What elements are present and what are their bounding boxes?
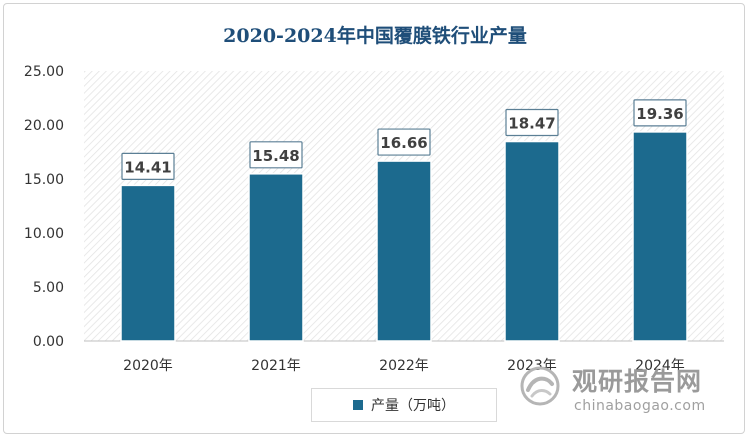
y-tick-label: 15.00 bbox=[24, 172, 64, 188]
y-tick-label: 5.00 bbox=[33, 280, 64, 296]
chart-title: 2020-2024年中国覆膜铁行业产量 bbox=[223, 25, 527, 47]
watermark-url: chinabaogao.com bbox=[574, 398, 706, 414]
data-label-box bbox=[377, 128, 431, 156]
y-tick-label: 20.00 bbox=[24, 118, 64, 134]
legend: 产量（万吨） bbox=[311, 388, 497, 422]
data-label-box bbox=[633, 99, 687, 127]
bar bbox=[632, 131, 688, 342]
y-tick-label: 25.00 bbox=[24, 64, 64, 80]
watermark-name: 观研报告网 bbox=[572, 367, 703, 396]
data-label-box bbox=[121, 152, 175, 180]
y-tick-label: 10.00 bbox=[24, 226, 64, 242]
data-label: 15.48 bbox=[252, 147, 299, 165]
data-label-box bbox=[505, 108, 559, 137]
bar bbox=[504, 140, 560, 342]
x-tick-label: 2022年 bbox=[379, 358, 429, 374]
bar bbox=[376, 160, 432, 342]
y-tick-label: 0.00 bbox=[33, 334, 64, 350]
bar bbox=[120, 184, 176, 342]
data-label: 19.36 bbox=[636, 105, 683, 123]
x-tick-label: 2024年 bbox=[635, 358, 685, 374]
data-label-box bbox=[249, 141, 303, 169]
data-label: 16.66 bbox=[380, 134, 427, 152]
data-label: 18.47 bbox=[508, 115, 555, 133]
bar bbox=[248, 173, 304, 342]
watermark: 观研报告网 chinabaogao.com bbox=[520, 362, 730, 418]
x-tick-label: 2021年 bbox=[251, 358, 301, 374]
data-label: 14.41 bbox=[124, 158, 171, 176]
legend-swatch bbox=[353, 400, 363, 410]
watermark-logo-icon bbox=[520, 366, 560, 406]
legend-label: 产量（万吨） bbox=[371, 398, 455, 414]
x-tick-label: 2020年 bbox=[123, 358, 173, 374]
